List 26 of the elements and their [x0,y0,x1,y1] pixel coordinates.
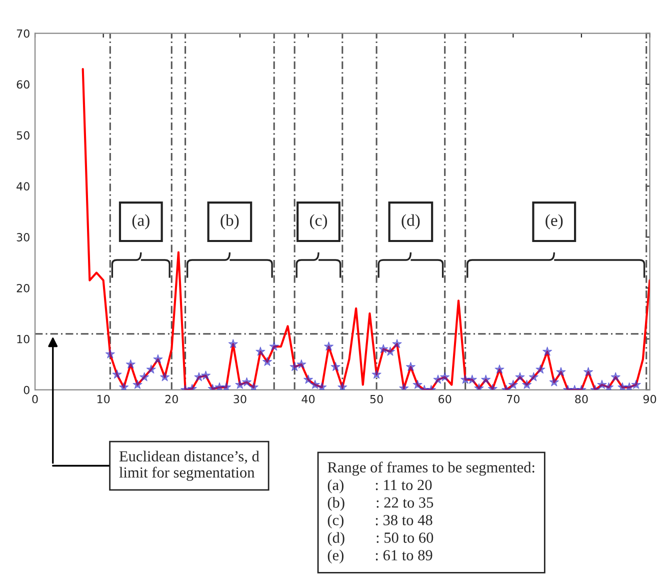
x-tick-label: 30 [234,394,246,404]
annotation: (a) [132,214,150,230]
y-tick-label: 60 [16,80,30,89]
x-tick-label: 40 [302,394,315,404]
y-tick-label: 40 [16,182,30,191]
y-tick-label: 30 [16,233,30,242]
x-tick-label: 20 [165,394,178,404]
y-tick-label: 10 [17,334,30,344]
text: Range of frames to be segmented: (a) : 11 to 20 (b) : 22 to 35 (c) : 38 to 48 (d) : 50 to 60 (e) : 61 to 89 [328,462,534,564]
y-tick-label: 0 [24,386,30,394]
line-series [82,68,650,390]
annotation: (e) [546,214,563,230]
x-tick-label: 70 [507,394,520,404]
y-tick-label: 50 [16,131,30,140]
x-tick-label: 50 [370,394,383,404]
x-tick-label: 90 [643,394,656,404]
x-tick-label: 0 [32,394,38,404]
x-tick-label: 60 [438,394,452,404]
annotation: (c) [310,214,328,230]
x-tick-label: 10 [97,394,110,404]
annotation: (d) [402,214,420,230]
annotation: (b) [220,214,239,230]
y-tick-label: 70 [16,29,30,38]
y-tick-label: 20 [16,284,30,292]
text: Euclidean distance’s, d limit for segmentation [119,450,260,481]
x-tick-label: 80 [575,394,588,404]
